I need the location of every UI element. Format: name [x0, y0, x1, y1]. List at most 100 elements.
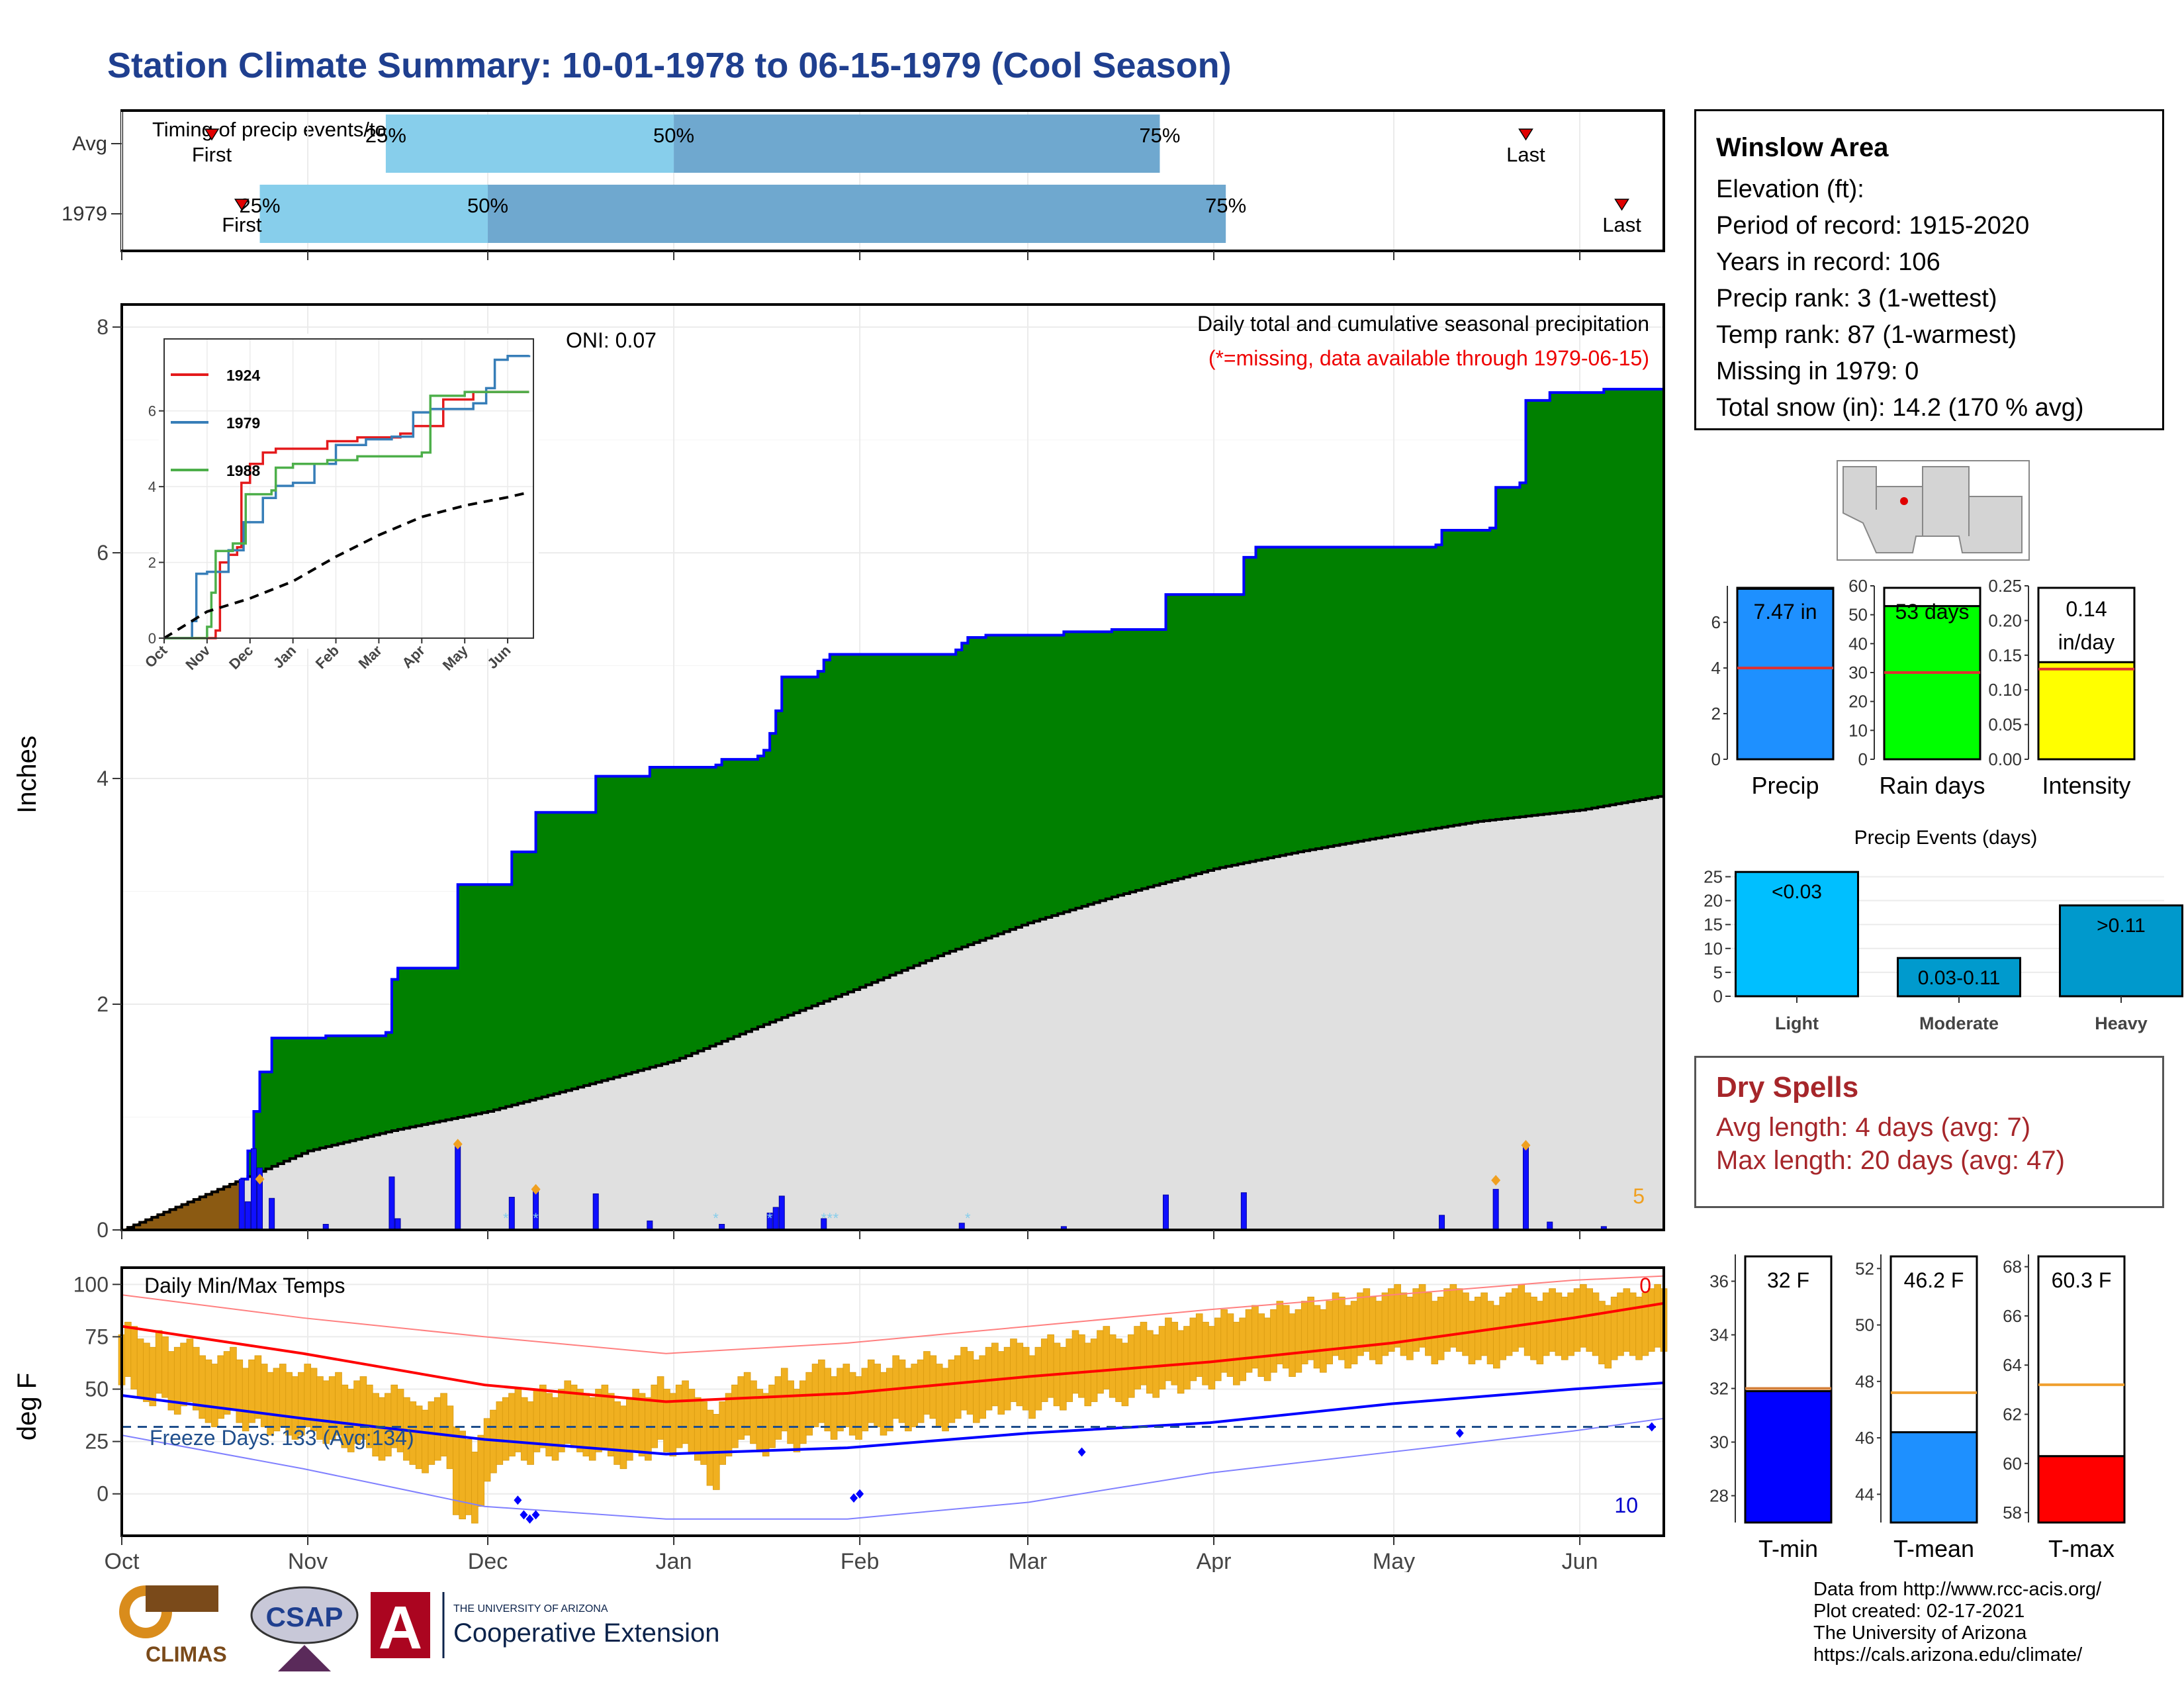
temp-range-bar [161, 1336, 169, 1398]
temp-range-bar [1344, 1305, 1352, 1369]
stat-tick-label: 40 [1848, 633, 1868, 653]
stat-tick-label: 44 [1855, 1484, 1874, 1504]
temp-series-line [121, 1275, 1664, 1354]
temp-range-bar [948, 1359, 956, 1423]
temp-range-bar [942, 1368, 949, 1432]
stat-tick-label: 60 [1848, 576, 1868, 596]
counter-label: 5 [1633, 1184, 1645, 1208]
temp-range-bar [1127, 1334, 1135, 1398]
stat-tick-label: 10 [1848, 720, 1868, 740]
stat-tick-label: 0.05 [1988, 715, 2022, 735]
snow-marker: * [827, 1210, 833, 1227]
temp-range-bar [1084, 1342, 1092, 1407]
temp-range-bar [539, 1384, 547, 1448]
temp-range-bar [180, 1342, 187, 1407]
credit-line: Data from http://www.rcc-acis.org/ [1813, 1579, 2102, 1600]
dry-avg: Avg length: 4 days (avg: 7) [1716, 1113, 2031, 1142]
y-tick-label: 4 [97, 767, 109, 790]
temp-range-bar [1332, 1292, 1340, 1356]
first-label: First [192, 143, 232, 166]
timing-pct-label: 75% [1139, 124, 1180, 147]
credit-line: https://cals.arizona.edu/climate/ [1813, 1644, 2083, 1665]
record-day-marker [255, 1174, 265, 1185]
info-line: Total snow (in): 14.2 (170 % avg) [1716, 394, 2084, 422]
temp-range-bar [780, 1368, 788, 1432]
temp-range-bar [230, 1346, 237, 1411]
x-tick-label: Dec [468, 1549, 508, 1572]
events-tick-label: 0 [1713, 986, 1723, 1006]
temp-range-bar [155, 1330, 163, 1394]
temp-range-bar [520, 1397, 528, 1461]
climas-logo: CLIMAS [119, 1585, 227, 1666]
temp-range-bar [1598, 1301, 1606, 1364]
temp-range-bar [588, 1397, 596, 1461]
temp-range-bar [663, 1389, 670, 1452]
events-category: Heavy [2095, 1013, 2148, 1033]
info-line: Period of record: 1915-2020 [1716, 212, 2030, 240]
x-tick-label: Jun [1562, 1549, 1598, 1572]
temp-range-bar [440, 1393, 447, 1457]
stat-name: Precip [1751, 772, 1819, 799]
timing-bar-q3 [488, 185, 1226, 243]
temp-range-bar [1189, 1317, 1197, 1382]
precip-events-panel: Precip Events (days) <0.03 Light 0.03-0.11… [1704, 827, 2183, 1033]
temp-range-bar [818, 1359, 825, 1423]
snow-marker: * [713, 1210, 719, 1227]
coop-ext-text: Cooperative Extension [453, 1618, 719, 1648]
temp-range-bar [1320, 1309, 1327, 1373]
temp-range-bar [1592, 1292, 1600, 1356]
temp-range-bar [595, 1389, 602, 1452]
temp-range-bar [223, 1351, 231, 1415]
stat-value-label: 32 F [1767, 1268, 1809, 1292]
daily-precip-bar [388, 1176, 395, 1231]
stat-tick-label: 58 [2003, 1503, 2022, 1523]
timing-pct-label: 25% [365, 124, 406, 147]
dry-spells-title: Dry Spells [1716, 1071, 1859, 1103]
temp-range-bar [1443, 1288, 1451, 1352]
stat-tick-label: 50 [1848, 605, 1868, 625]
temp-range-bar [719, 1401, 726, 1465]
credit-line: The University of Arizona [1813, 1622, 2027, 1644]
stat-tick-label: 0.10 [1988, 680, 2022, 700]
temp-range-bar [824, 1368, 832, 1432]
inset-bg [159, 334, 539, 649]
events-bar [2059, 904, 2183, 998]
stat-tick-label: 4 [1711, 658, 1721, 678]
temp-range-bar [787, 1380, 794, 1444]
inset-legend-label: 1988 [226, 462, 260, 479]
temp-range-bar [1010, 1338, 1017, 1402]
snow-marker: * [767, 1210, 773, 1227]
temp-range-bar [874, 1364, 881, 1427]
region-map-shape [1843, 466, 2023, 553]
temp-range-bar [254, 1355, 262, 1419]
cold-record-marker [856, 1489, 864, 1499]
temp-range-bar [471, 1452, 478, 1524]
stat-tick-label: 0.20 [1988, 610, 2022, 630]
inset-series-line [164, 391, 529, 639]
cold-record-marker [531, 1510, 540, 1520]
temp-range-bar [1158, 1326, 1166, 1389]
timing-label: Timing of precip events/totals [152, 118, 418, 141]
temp-range-bar [433, 1397, 441, 1461]
temp-range-bar [799, 1380, 807, 1444]
temp-range-bar [1586, 1288, 1594, 1352]
temp-range-bar [911, 1364, 919, 1427]
temp-range-bar [1449, 1284, 1457, 1348]
temp-range-bar [892, 1355, 899, 1419]
temp-range-bar [1604, 1305, 1612, 1369]
temp-range-bar [496, 1401, 504, 1465]
record-day-marker [1521, 1140, 1531, 1151]
temp-range-bar [762, 1393, 770, 1457]
daily-precip-bar [1439, 1215, 1445, 1231]
logos-row: CLIMAS CSAP A THE UNIVERSITY OF ARIZONA … [119, 1585, 719, 1671]
ua-text: THE UNIVERSITY OF ARIZONA [453, 1603, 608, 1615]
temp-y-tick-label: 0 [97, 1482, 109, 1506]
stat-tick-label: 0.00 [1988, 749, 2022, 769]
events-title: Precip Events (days) [1854, 827, 2038, 849]
timing-pct-label: 75% [1205, 194, 1246, 217]
record-day-marker [531, 1184, 541, 1195]
temp-range-bar [1400, 1292, 1408, 1356]
temp-range-bar [898, 1359, 906, 1423]
temp-range-bar [1109, 1334, 1116, 1398]
